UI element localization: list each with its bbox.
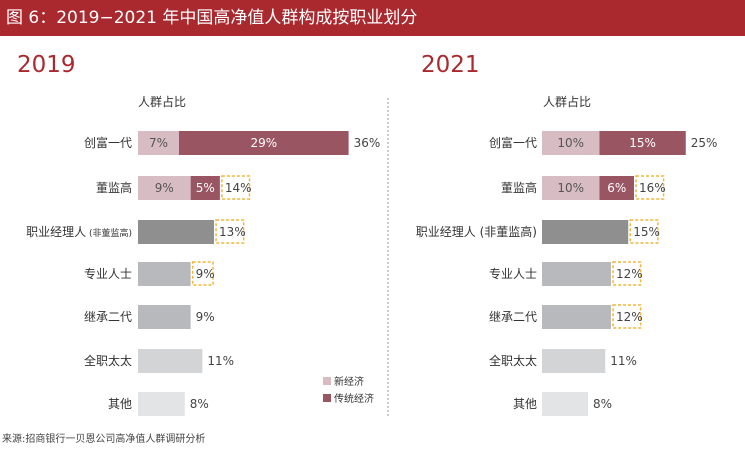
segment-value-label: 9% [155,181,174,195]
bar-new-economy [542,176,600,200]
total-value-label: 14% [225,181,252,195]
total-value-label: 13% [219,225,246,239]
category-label: 全职太太 [489,353,537,368]
category-label: 继承二代 [489,310,537,324]
total-value-label: 16% [639,181,666,195]
total-value-label: 36% [354,136,381,150]
segment-value-label: 15% [629,136,656,150]
total-value-label: 9% [196,310,215,324]
bar-total [138,262,191,286]
category-label: 专业人士 [489,266,537,281]
total-value-label: 12% [616,267,643,281]
panel-subtitle: 人群占比 [138,94,186,109]
total-value-label: 11% [207,354,234,368]
total-value-label: 8% [190,397,209,411]
segment-value-label: 5% [196,181,215,195]
segment-value-label: 29% [250,136,277,150]
category-label: 董监高 [501,180,537,195]
total-value-label: 8% [593,397,612,411]
source-note: 来源:招商银行一贝恩公司高净值人群调研分析 [2,434,206,445]
segment-value-label: 10% [557,181,584,195]
segment-value-label: 7% [149,136,168,150]
bar-total [542,349,606,373]
bar-total [542,262,611,286]
category-label: 职业经理人 (非董监高) [26,225,132,239]
category-label: 其他 [513,397,537,411]
total-value-label: 15% [633,225,660,239]
bar-traditional-economy [178,131,349,155]
bar-new-economy [138,176,191,200]
year-label: 2019 [17,52,76,78]
category-label: 职业经理人 (非董监高) [416,224,537,239]
segment-value-label: 6% [607,181,626,195]
category-label: 创富一代 [489,135,537,150]
category-label: 专业人士 [84,266,132,281]
bar-traditional-economy [599,176,634,200]
total-highlight-box [191,261,214,286]
bar-total [138,305,191,329]
total-value-label: 9% [196,267,215,281]
figure-title: 图 6：2019−2021 年中国高净值人群构成按职业划分 [0,0,745,36]
category-label: 全职太太 [84,353,132,368]
category-label: 创富一代 [84,135,132,150]
bar-new-economy [542,131,600,155]
bar-total [138,220,215,244]
total-value-label: 11% [610,354,637,368]
bar-total [542,220,629,244]
legend-label: 新经济 [334,375,364,388]
total-value-label: 25% [691,136,718,150]
year-label: 2021 [421,52,480,78]
bar-traditional-economy [599,131,686,155]
panel-subtitle: 人群占比 [543,94,591,109]
bar-total [542,305,611,329]
bar-traditional-economy [190,176,220,200]
bar-new-economy [138,131,179,155]
bar-total [542,392,588,416]
category-label: 其他 [108,397,132,411]
segment-value-label: 10% [557,136,584,150]
bar-total [138,349,203,373]
category-label: 继承二代 [84,310,132,324]
legend-swatch [323,394,331,402]
legend-swatch [323,377,331,385]
bar-total [138,392,185,416]
total-value-label: 12% [616,310,643,324]
legend-label: 传统经济 [334,392,374,405]
category-label: 董监高 [96,180,132,195]
